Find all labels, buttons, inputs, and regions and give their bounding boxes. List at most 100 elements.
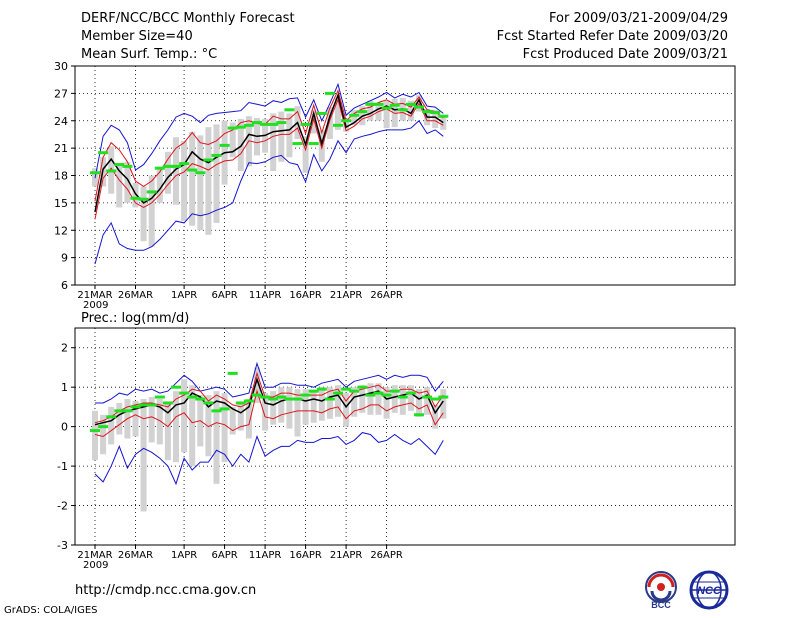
- spread-box: [116, 402, 123, 435]
- spread-box: [440, 389, 447, 419]
- observed-marker: [389, 103, 400, 107]
- spread-box: [164, 402, 171, 461]
- observed-marker: [357, 385, 368, 389]
- observed-marker: [219, 407, 230, 411]
- observed-marker: [373, 391, 384, 395]
- x-tick-label: 21APR: [330, 550, 363, 561]
- x-tick-label: 16APR: [289, 550, 322, 561]
- spread-box: [132, 400, 139, 437]
- observed-marker: [397, 108, 408, 112]
- spread-box: [197, 135, 204, 231]
- observed-marker: [162, 401, 173, 405]
- observed-marker: [171, 164, 181, 168]
- variable-label: Mean Surf. Temp.: °C: [81, 47, 218, 62]
- precip-panel: -3 -2 -1 0 1 2 21MAR 26MAR 1APR 6APR 11APR 16APR 21A…: [57, 327, 736, 571]
- observed-marker: [438, 114, 449, 118]
- observed-marker: [243, 123, 254, 127]
- spread-box: [213, 124, 220, 223]
- observed-marker: [106, 415, 117, 419]
- spread-box: [326, 387, 333, 419]
- observed-marker: [179, 162, 190, 166]
- spread-box: [173, 137, 179, 205]
- observed-marker: [300, 393, 311, 397]
- spread-box: [286, 387, 293, 429]
- spread-box: [270, 391, 277, 425]
- observed-marker: [333, 391, 343, 395]
- observed-marker: [414, 413, 424, 417]
- spread-box: [132, 182, 139, 208]
- spread-box: [229, 122, 236, 158]
- spread-box: [237, 118, 244, 171]
- observed-marker: [381, 393, 392, 397]
- x-tick-label: 21MAR: [77, 550, 112, 561]
- spread-box: [189, 131, 196, 226]
- observed-marker: [438, 395, 449, 399]
- observed-marker: [430, 111, 441, 115]
- y-tick-label: 6: [61, 279, 68, 292]
- spread-box: [156, 168, 163, 203]
- spread-box: [181, 140, 188, 222]
- x-tick-label: 26APR: [370, 550, 403, 561]
- observed-marker: [235, 125, 246, 129]
- panel-title-precip: Prec.: log(mm/d): [81, 311, 189, 326]
- spread-box: [302, 136, 309, 173]
- observed-marker: [203, 401, 214, 405]
- spread-box: [140, 399, 147, 512]
- produced-date-label: Fcst Produced Date 2009/03/21: [522, 47, 728, 62]
- spread-box: [92, 410, 98, 461]
- bcc-logo: BCC: [645, 571, 677, 610]
- spread-box: [205, 127, 212, 235]
- series-mean-line: [94, 92, 444, 213]
- chart-title: DERF/NCC/BCC Monthly Forecast: [81, 11, 295, 26]
- spread-box: [245, 399, 252, 439]
- x-tick-label: 21APR: [330, 290, 363, 301]
- observed-marker: [308, 389, 319, 393]
- x-year-label: 2009: [83, 560, 108, 571]
- spread-box: [310, 109, 317, 134]
- spread-box: [294, 389, 301, 437]
- y-tick-label: 12: [54, 224, 68, 237]
- observed-marker: [430, 397, 441, 401]
- spread-box: [407, 100, 414, 121]
- observed-marker: [211, 409, 222, 413]
- spread-box: [108, 406, 115, 445]
- observed-marker: [90, 429, 100, 433]
- observed-marker: [333, 123, 343, 127]
- spread-box: [351, 387, 358, 417]
- spread-box: [375, 383, 382, 415]
- observed-marker: [146, 190, 157, 194]
- observed-marker: [268, 397, 279, 401]
- spread-box: [148, 397, 155, 443]
- spread-box: [407, 385, 414, 411]
- observed-marker: [171, 385, 181, 389]
- series-upper-line: [94, 89, 444, 202]
- observed-marker: [203, 158, 214, 162]
- spread-box: [116, 164, 123, 208]
- spread-box: [181, 379, 188, 453]
- observed-marker: [114, 409, 125, 413]
- series-min-line: [94, 432, 444, 486]
- ncc-logo-text: NCC: [697, 585, 722, 597]
- y-tick-label: 27: [54, 87, 68, 100]
- x-tick-label: 26MAR: [118, 290, 153, 301]
- observed-marker: [252, 121, 262, 125]
- spread-box: [286, 113, 293, 158]
- footer-url[interactable]: http://cmdp.ncc.cma.gov.cn: [75, 583, 257, 598]
- ncc-logo: NCC: [689, 570, 729, 610]
- spread-box: [383, 387, 390, 419]
- observed-marker: [154, 166, 165, 170]
- observed-marker: [98, 425, 109, 429]
- observed-marker: [154, 395, 165, 399]
- observed-marker: [365, 102, 376, 106]
- observed-marker: [324, 397, 335, 401]
- observed-marker: [349, 113, 360, 117]
- observed-marker: [179, 391, 190, 395]
- observed-marker: [276, 395, 287, 399]
- spread-box: [343, 393, 350, 427]
- observed-marker: [138, 197, 149, 201]
- observed-marker: [187, 395, 198, 399]
- y-tick-label: 24: [54, 115, 68, 128]
- observed-marker: [195, 397, 206, 401]
- observed-marker: [300, 122, 311, 126]
